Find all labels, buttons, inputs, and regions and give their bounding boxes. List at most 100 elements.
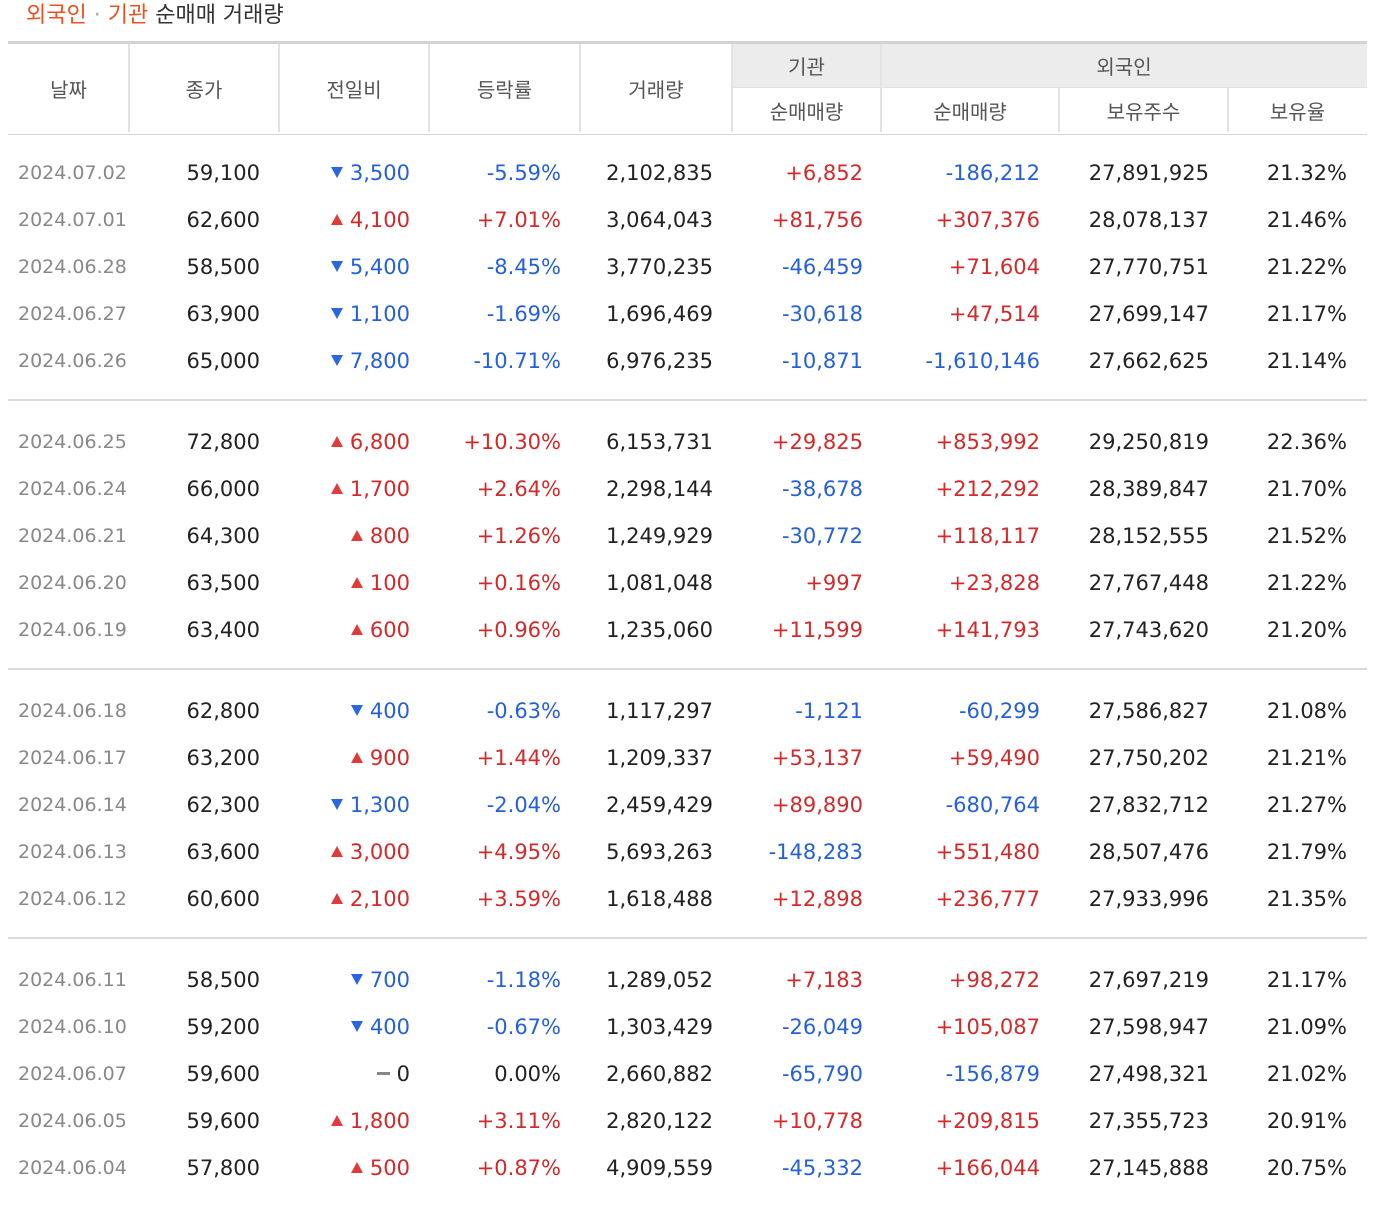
header-divider [1227,87,1229,132]
header-date: 날짜 [50,77,87,102]
change-cell: 800 [279,513,410,560]
foreign-cell: +71,604 [948,255,1040,279]
date-cell: 2024.07.02 [18,162,127,184]
table-row: 2024.06.07 59,600 0 0.00% 2,660,882 -65,790 -1… [8,1051,1367,1098]
foreign-cell: +47,514 [948,302,1040,326]
table-row: 2024.06.25 72,800 6,800 +10.30% 6,153,731 +29… [8,419,1367,466]
header-foreign-group: 외국인 [881,44,1367,87]
ratio-cell: 21.35% [1266,887,1347,911]
change-cell: 2,100 [279,876,410,923]
foreign-cell: +23,828 [948,571,1040,595]
header-divider [128,44,130,132]
table-row: 2024.06.17 63,200 900 +1.44% 1,209,337 +53,13… [8,735,1367,782]
change-value: 3,000 [349,840,410,864]
down-triangle-icon [330,260,343,272]
volume-cell: 1,289,052 [606,968,713,992]
close-cell: 72,800 [186,430,260,454]
date-cell: 2024.06.13 [18,841,127,863]
down-triangle-icon [350,973,363,985]
inst-cell: +7,183 [785,968,863,992]
down-triangle-icon [330,354,343,366]
volume-cell: 4,909,559 [606,1156,713,1180]
header-divider [278,44,280,132]
date-cell: 2024.07.01 [18,209,127,231]
rate-cell: -2.04% [486,793,561,817]
change-cell: 1,300 [279,782,410,829]
ratio-cell: 21.17% [1266,302,1347,326]
change-value: 400 [369,1015,410,1039]
foreign-cell: +853,992 [935,430,1040,454]
up-triangle-icon [350,576,363,588]
table-row: 2024.07.02 59,100 3,500 -5.59% 2,102,835 +6,8… [8,150,1367,197]
header-change: 전일비 [326,77,382,102]
volume-cell: 5,693,263 [606,840,713,864]
foreign-cell: -156,879 [945,1062,1040,1086]
change-cell: 3,000 [279,829,410,876]
header-divider [579,44,581,132]
rate-cell: +0.87% [476,1156,561,1180]
down-triangle-icon [350,704,363,716]
date-cell: 2024.06.14 [18,794,127,816]
ratio-cell: 20.75% [1266,1156,1347,1180]
change-cell: 400 [279,1004,410,1051]
inst-cell: -26,049 [781,1015,863,1039]
volume-cell: 1,117,297 [606,699,713,723]
date-cell: 2024.06.11 [18,969,127,991]
close-cell: 62,600 [186,208,260,232]
holdings-cell: 28,152,555 [1088,524,1209,548]
inst-cell: +81,756 [771,208,863,232]
inst-cell: +53,137 [771,746,863,770]
close-cell: 60,600 [186,887,260,911]
change-value: 4,100 [349,208,410,232]
close-cell: 63,400 [186,618,260,642]
header-divider [732,87,1367,88]
table-row: 2024.06.27 63,900 1,100 -1.69% 1,696,469 -30,… [8,291,1367,338]
change-cell: 900 [279,735,410,782]
up-triangle-icon [350,1161,363,1173]
close-cell: 63,600 [186,840,260,864]
volume-cell: 1,081,048 [606,571,713,595]
volume-cell: 1,249,929 [606,524,713,548]
close-cell: 57,800 [186,1156,260,1180]
table-row: 2024.06.05 59,600 1,800 +3.11% 2,820,122 +10,… [8,1098,1367,1145]
inst-cell: -1,121 [795,699,863,723]
change-value: 1,100 [349,302,410,326]
foreign-cell: +98,272 [948,968,1040,992]
table-row: 2024.06.12 60,600 2,100 +3.59% 1,618,488 +12,… [8,876,1367,923]
change-value: 0 [396,1062,410,1086]
date-cell: 2024.06.07 [18,1063,127,1085]
header-foreign-net: 순매매량 [933,99,1007,124]
change-value: 700 [369,968,410,992]
table-row: 2024.06.14 62,300 1,300 -2.04% 2,459,429 +89,… [8,782,1367,829]
foreign-cell: +307,376 [935,208,1040,232]
up-triangle-icon [350,623,363,635]
close-cell: 58,500 [186,968,260,992]
date-cell: 2024.06.10 [18,1016,127,1038]
foreign-cell: +118,117 [935,524,1040,548]
ratio-cell: 21.02% [1266,1062,1347,1086]
foreign-cell: +212,292 [935,477,1040,501]
rate-cell: -1.69% [486,302,561,326]
holdings-cell: 27,933,996 [1088,887,1209,911]
change-cell: 7,800 [279,338,410,385]
header-volume: 거래량 [628,77,684,102]
change-cell: 4,100 [279,197,410,244]
up-triangle-icon [330,1114,343,1126]
change-value: 400 [369,699,410,723]
change-cell: 1,700 [279,466,410,513]
close-cell: 63,500 [186,571,260,595]
holdings-cell: 27,750,202 [1088,746,1209,770]
change-cell: 1,100 [279,291,410,338]
table-header: 날짜 종가 전일비 등락률 거래량 기관 외국인 순매매량 순매매량 보유주수 … [8,41,1367,135]
inst-cell: +89,890 [771,793,863,817]
section-title: 외국인 · 기관 순매매 거래량 [26,2,284,30]
volume-cell: 2,660,882 [606,1062,713,1086]
rate-cell: -0.67% [486,1015,561,1039]
holdings-cell: 27,767,448 [1088,571,1209,595]
flat-dash-icon [376,1071,390,1075]
table-row: 2024.06.18 62,800 400 -0.63% 1,117,297 -1,121… [8,688,1367,735]
header-holdings: 보유주수 [1106,99,1181,124]
group-separator [8,668,1367,670]
up-triangle-icon [330,845,343,857]
foreign-cell: +166,044 [935,1156,1040,1180]
